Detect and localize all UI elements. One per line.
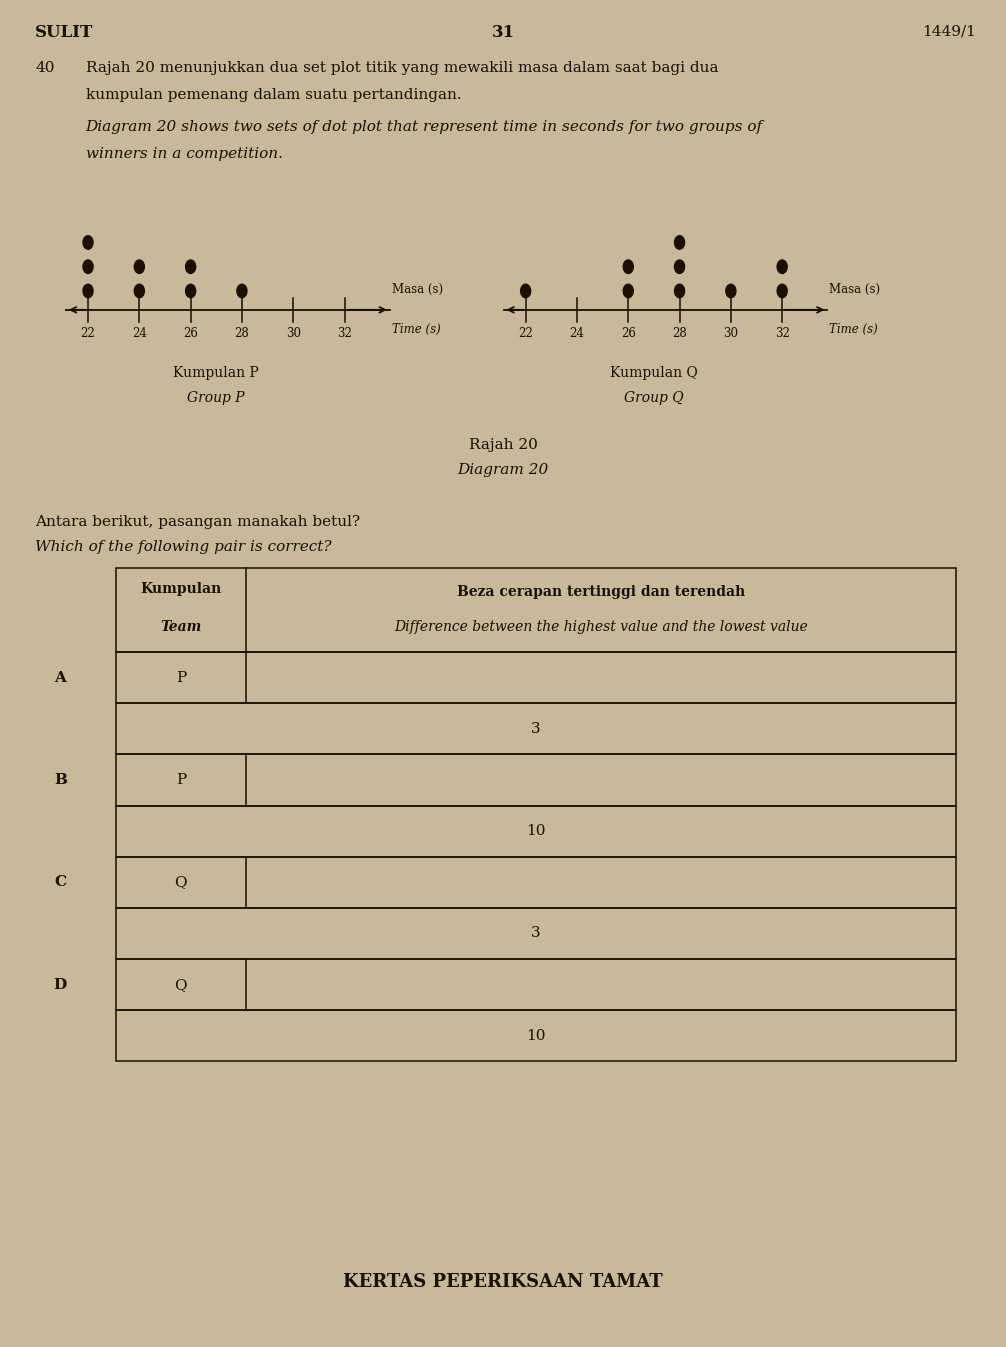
Text: Group P: Group P (187, 391, 245, 404)
Bar (116, 1010, 956, 1061)
Text: KERTAS PEPERIKSAAN TAMAT: KERTAS PEPERIKSAAN TAMAT (343, 1273, 663, 1290)
Bar (116, 857, 956, 908)
Text: Diagram 20 shows two sets of dot plot that represent time in seconds for two gro: Diagram 20 shows two sets of dot plot th… (86, 120, 763, 133)
Bar (116, 754, 956, 806)
Text: 22: 22 (518, 327, 533, 341)
Circle shape (623, 284, 633, 298)
Bar (116, 959, 956, 1010)
Circle shape (725, 284, 735, 298)
Text: Time (s): Time (s) (391, 323, 441, 337)
Text: C: C (54, 876, 66, 889)
Text: Difference between the highest value and the lowest value: Difference between the highest value and… (394, 620, 808, 634)
Text: 24: 24 (569, 327, 584, 341)
Circle shape (185, 260, 195, 273)
Text: 32: 32 (337, 327, 352, 341)
Text: Group Q: Group Q (624, 391, 684, 404)
Text: Beza cerapan tertinggi dan terendah: Beza cerapan tertinggi dan terendah (457, 585, 744, 599)
Bar (116, 908, 956, 959)
Text: 31: 31 (492, 24, 514, 42)
Bar (116, 652, 956, 703)
Text: Kumpulan P: Kumpulan P (173, 366, 260, 380)
Text: 24: 24 (132, 327, 147, 341)
Circle shape (82, 260, 93, 273)
Circle shape (777, 260, 787, 273)
Text: 28: 28 (234, 327, 249, 341)
Text: Masa (s): Masa (s) (829, 283, 880, 296)
Text: Which of the following pair is correct?: Which of the following pair is correct? (35, 540, 332, 554)
Bar (116, 703, 956, 754)
Text: 26: 26 (183, 327, 198, 341)
Text: Kumpulan Q: Kumpulan Q (610, 366, 698, 380)
Text: SULIT: SULIT (35, 24, 94, 42)
Circle shape (674, 236, 684, 249)
Text: 3: 3 (531, 927, 540, 940)
Text: 28: 28 (672, 327, 687, 341)
Circle shape (135, 260, 145, 273)
Circle shape (185, 284, 195, 298)
Text: 40: 40 (35, 61, 54, 74)
Text: 22: 22 (80, 327, 96, 341)
Text: Diagram 20: Diagram 20 (458, 463, 548, 477)
Circle shape (82, 284, 93, 298)
Text: P: P (176, 671, 186, 684)
Text: winners in a competition.: winners in a competition. (86, 147, 283, 160)
Bar (116, 568, 956, 652)
Text: Rajah 20 menunjukkan dua set plot titik yang mewakili masa dalam saat bagi dua: Rajah 20 menunjukkan dua set plot titik … (86, 61, 718, 74)
Circle shape (135, 284, 145, 298)
Text: 3: 3 (531, 722, 540, 735)
Text: 30: 30 (723, 327, 738, 341)
Circle shape (521, 284, 530, 298)
Text: Team: Team (160, 620, 201, 634)
Circle shape (623, 260, 633, 273)
Text: 1449/1: 1449/1 (921, 24, 976, 38)
Bar (116, 806, 956, 857)
Text: Antara berikut, pasangan manakah betul?: Antara berikut, pasangan manakah betul? (35, 515, 360, 528)
Circle shape (674, 260, 684, 273)
Text: D: D (53, 978, 67, 991)
Text: Q: Q (174, 876, 187, 889)
Circle shape (82, 236, 93, 249)
Text: A: A (54, 671, 66, 684)
Text: 10: 10 (526, 824, 545, 838)
Text: Kumpulan: Kumpulan (140, 582, 221, 597)
Text: 30: 30 (286, 327, 301, 341)
Text: Time (s): Time (s) (829, 323, 878, 337)
Circle shape (777, 284, 787, 298)
Text: Masa (s): Masa (s) (391, 283, 443, 296)
Text: kumpulan pemenang dalam suatu pertandingan.: kumpulan pemenang dalam suatu pertanding… (86, 88, 461, 101)
Text: Q: Q (174, 978, 187, 991)
Text: B: B (54, 773, 66, 787)
Circle shape (236, 284, 246, 298)
Text: P: P (176, 773, 186, 787)
Text: 32: 32 (775, 327, 790, 341)
Text: 10: 10 (526, 1029, 545, 1043)
Circle shape (674, 284, 684, 298)
Text: 26: 26 (621, 327, 636, 341)
Text: Rajah 20: Rajah 20 (469, 438, 537, 451)
